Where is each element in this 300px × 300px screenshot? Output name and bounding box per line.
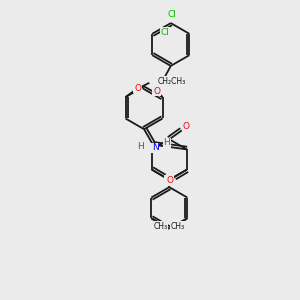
Text: O: O xyxy=(153,87,160,96)
Text: CH₂CH₃: CH₂CH₃ xyxy=(158,76,186,85)
Text: Cl: Cl xyxy=(168,10,177,19)
Text: O: O xyxy=(167,176,174,185)
Text: CH₃: CH₃ xyxy=(154,222,168,231)
Text: N: N xyxy=(166,177,173,186)
Text: O: O xyxy=(182,122,190,131)
Text: CH₃: CH₃ xyxy=(171,222,185,231)
Text: H: H xyxy=(163,138,170,147)
Text: N: N xyxy=(152,143,159,152)
Text: O: O xyxy=(134,84,141,93)
Text: O: O xyxy=(165,176,172,185)
Text: Cl: Cl xyxy=(160,28,169,37)
Text: H: H xyxy=(137,142,144,151)
